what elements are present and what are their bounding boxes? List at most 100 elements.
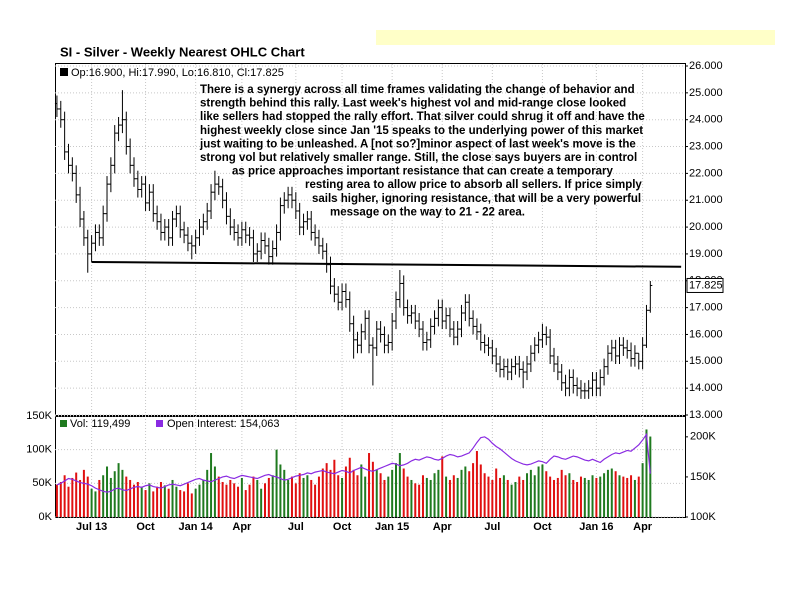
volume-bar [302,477,305,517]
volume-bar [356,475,359,517]
y-tick-label: 20.000 [689,221,723,233]
volume-bar [217,476,220,517]
volume-bar [55,484,58,517]
volume-bar [518,476,521,517]
y-tick-label: 150K [26,410,52,422]
volume-bar [237,486,240,517]
volume-bar [537,466,540,517]
volume-bar [622,476,625,517]
volume-bar [502,475,505,517]
volume-bar [132,484,135,517]
x-tick-label: Jan 15 [375,521,409,533]
volume-bar [156,486,159,517]
annotation-text: resting area to allow price to absorb al… [305,179,642,191]
volume-bar [317,476,320,517]
volume-bar [364,476,367,517]
volume-bar [610,468,613,517]
volume-bar [98,479,101,517]
volume-bar [556,477,559,517]
y-tick-label: 25.000 [689,87,723,99]
volume-bar [472,463,475,517]
x-tick-label: Apr [232,521,252,533]
volume-bar [495,468,498,517]
volume-bar [460,469,463,517]
volume-bar [479,464,482,517]
volume-bar [171,479,174,517]
volume-bar [202,479,205,517]
volume-bar [576,481,579,517]
last-price-box [686,277,724,293]
volume-legend-swatch [60,420,67,427]
oi-legend: Open Interest: 154,063 [167,418,280,430]
y-tick-label: 15.000 [689,355,723,367]
volume-bar [225,484,228,517]
trendline [91,260,682,268]
volume-bar [194,488,197,517]
y-tick-label: 22.000 [689,167,723,179]
volume-bar [344,466,347,517]
annotation-text: as price approaches important resistance… [232,166,614,178]
annotation-text: like sellers had stopped the rally effor… [200,111,645,123]
y-tick-label: 17.000 [689,302,723,314]
volume-bar [533,475,536,517]
y-tick-label: 0K [39,511,53,523]
volume-bar [167,488,170,517]
volume-bar [433,473,436,517]
volume-bar [314,484,317,517]
volume-bar [487,476,490,517]
volume-bar [290,476,293,517]
y-tick-label: 14.000 [689,382,723,394]
volume-bar [402,468,405,517]
volume-bar [522,479,525,517]
volume-legend: Vol: 119,499 [70,418,130,430]
volume-bar [59,481,62,517]
volume-bar [67,486,70,517]
volume-bar [244,490,247,517]
volume-bar [63,475,66,517]
volume-bar [183,491,186,517]
marks [54,90,653,517]
volume-bar [387,476,390,517]
volume-bar [190,493,193,517]
volume-bar [148,483,151,517]
volume-bar [117,463,120,517]
volume-bar [233,483,236,517]
y-tick-label: 19.000 [689,248,723,260]
volume-bar [552,479,555,517]
volume-bar [614,471,617,517]
oi-legend-swatch [156,420,163,427]
volume-bar [603,473,606,517]
volume-bar [321,468,324,517]
volume-bar [410,479,413,517]
volume-bar [418,484,421,517]
volume-bar [152,491,155,517]
volume-bar [483,473,486,517]
volume-bar [94,491,97,517]
volume-bar [633,479,636,517]
volume-bar [579,476,582,517]
volume-bar [560,469,563,517]
volume-bar [109,477,112,517]
volume-bar [298,473,301,517]
annotation-text: sails higher, ignoring resistance, that … [312,193,641,205]
volume-bar [102,475,105,517]
volume-bar [395,463,398,517]
volume-bar [379,473,382,517]
volume-bar [499,477,502,517]
oi-line [56,432,651,493]
price-legend: Op:16.900, Hi:17.990, Lo:16.810, Cl:17.8… [71,67,284,79]
volume-bar [437,469,440,517]
volume-bar [306,475,309,517]
volume-bar [630,475,633,517]
volume-bar [526,473,529,517]
annotation-text: highest weekly close since Jan '15 speak… [200,125,643,137]
volume-bar [475,451,478,517]
volume-bar [90,488,93,517]
x-tick-label: Oct [333,521,352,533]
volume-bar [179,490,182,517]
y-tick-label: 23.000 [689,140,723,152]
highlight-box [376,30,775,45]
volume-bar [325,463,328,517]
volume-bar [414,483,417,517]
volume-bar [229,479,232,517]
